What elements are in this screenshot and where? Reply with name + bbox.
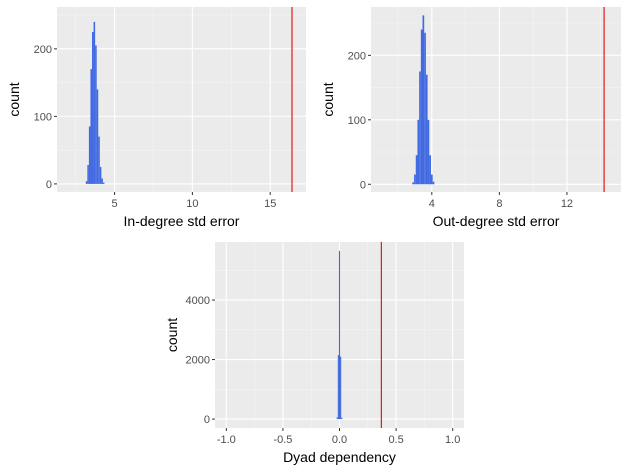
y-axis-title: count: [164, 318, 180, 352]
histogram-bar: [101, 178, 103, 184]
x-tick-label: -0.5: [273, 434, 292, 446]
x-axis-title: Out-degree std error: [433, 213, 560, 229]
y-tick-label: 2000: [186, 355, 210, 367]
grid-lines: [57, 7, 306, 192]
y-tick-label: 200: [34, 44, 52, 56]
histogram-bar: [85, 181, 88, 184]
histogram-bar: [92, 31, 94, 184]
histogram-in-degree: 5 10 15 0 100 200 In-degree std error count: [6, 7, 306, 229]
bars: [412, 15, 435, 185]
y-axis-title: count: [6, 82, 22, 116]
x-axis-title: In-degree std error: [124, 213, 240, 229]
histogram-bar: [93, 21, 96, 184]
x-tick-label: 15: [264, 198, 276, 210]
x-tick-label: 0.0: [332, 434, 347, 446]
x-tick-label: -1.0: [217, 434, 236, 446]
axis-ticks: 4 8 12 0 100 200: [348, 50, 573, 210]
x-tick-label: 1.0: [445, 434, 460, 446]
histogram-bar: [419, 71, 421, 185]
y-tick-label: 4000: [186, 295, 210, 307]
histogram-out-degree: 4 8 12 0 100 200 Out-degree std error count: [320, 7, 621, 229]
panel-background: [371, 7, 621, 192]
histogram-bar: [432, 181, 435, 185]
histogram-bar: [341, 417, 343, 420]
y-tick-label: 0: [204, 414, 210, 426]
x-tick-label: 12: [561, 198, 573, 210]
bars: [336, 250, 343, 420]
histogram-bar: [95, 45, 97, 184]
histogram-bar: [336, 417, 338, 420]
histogram-bar: [88, 126, 91, 184]
axis-ticks: -1.0 -0.5 0.0 0.5 1.0 0 2000 4000: [186, 295, 461, 446]
histogram-bar: [87, 164, 89, 184]
bars: [85, 21, 105, 184]
histogram-bar: [412, 182, 415, 185]
histogram-bar: [425, 74, 428, 185]
histogram-bar: [338, 250, 341, 420]
histogram-bar: [102, 182, 105, 184]
y-tick-label: 100: [34, 111, 52, 123]
x-tick-label: 4: [429, 198, 435, 210]
histogram-bar: [417, 119, 420, 185]
histogram-bar: [415, 155, 418, 185]
y-tick-label: 0: [360, 179, 366, 191]
x-tick-label: 8: [496, 198, 502, 210]
y-tick-label: 100: [348, 115, 366, 127]
histogram-bar: [414, 174, 416, 185]
histogram-bar: [429, 155, 431, 185]
histogram-bar: [420, 29, 423, 185]
histogram-bar: [427, 119, 430, 185]
y-axis-title: count: [320, 82, 336, 116]
y-tick-label: 200: [348, 50, 366, 62]
histogram-bar: [96, 89, 99, 184]
histogram-bar: [430, 174, 433, 185]
histogram-bar: [424, 32, 426, 185]
x-axis-title: Dyad dependency: [283, 449, 396, 465]
x-tick-label: 0.5: [388, 434, 403, 446]
histogram-bar: [99, 167, 102, 184]
x-tick-label: 10: [186, 198, 198, 210]
axis-ticks: 5 10 15 0 100 200: [34, 44, 277, 210]
grid-lines: [371, 7, 621, 192]
x-tick-label: 5: [112, 198, 118, 210]
histogram-bar: [340, 356, 342, 420]
y-tick-label: 0: [46, 179, 52, 191]
histogram-bar: [422, 15, 425, 185]
histogram-bar: [337, 355, 339, 420]
histogram-bar: [98, 136, 100, 184]
histogram-dyad-dependency: -1.0 -0.5 0.0 0.5 1.0 0 2000 4000 Dyad dependen…: [164, 242, 464, 465]
histogram-bar: [90, 69, 93, 184]
